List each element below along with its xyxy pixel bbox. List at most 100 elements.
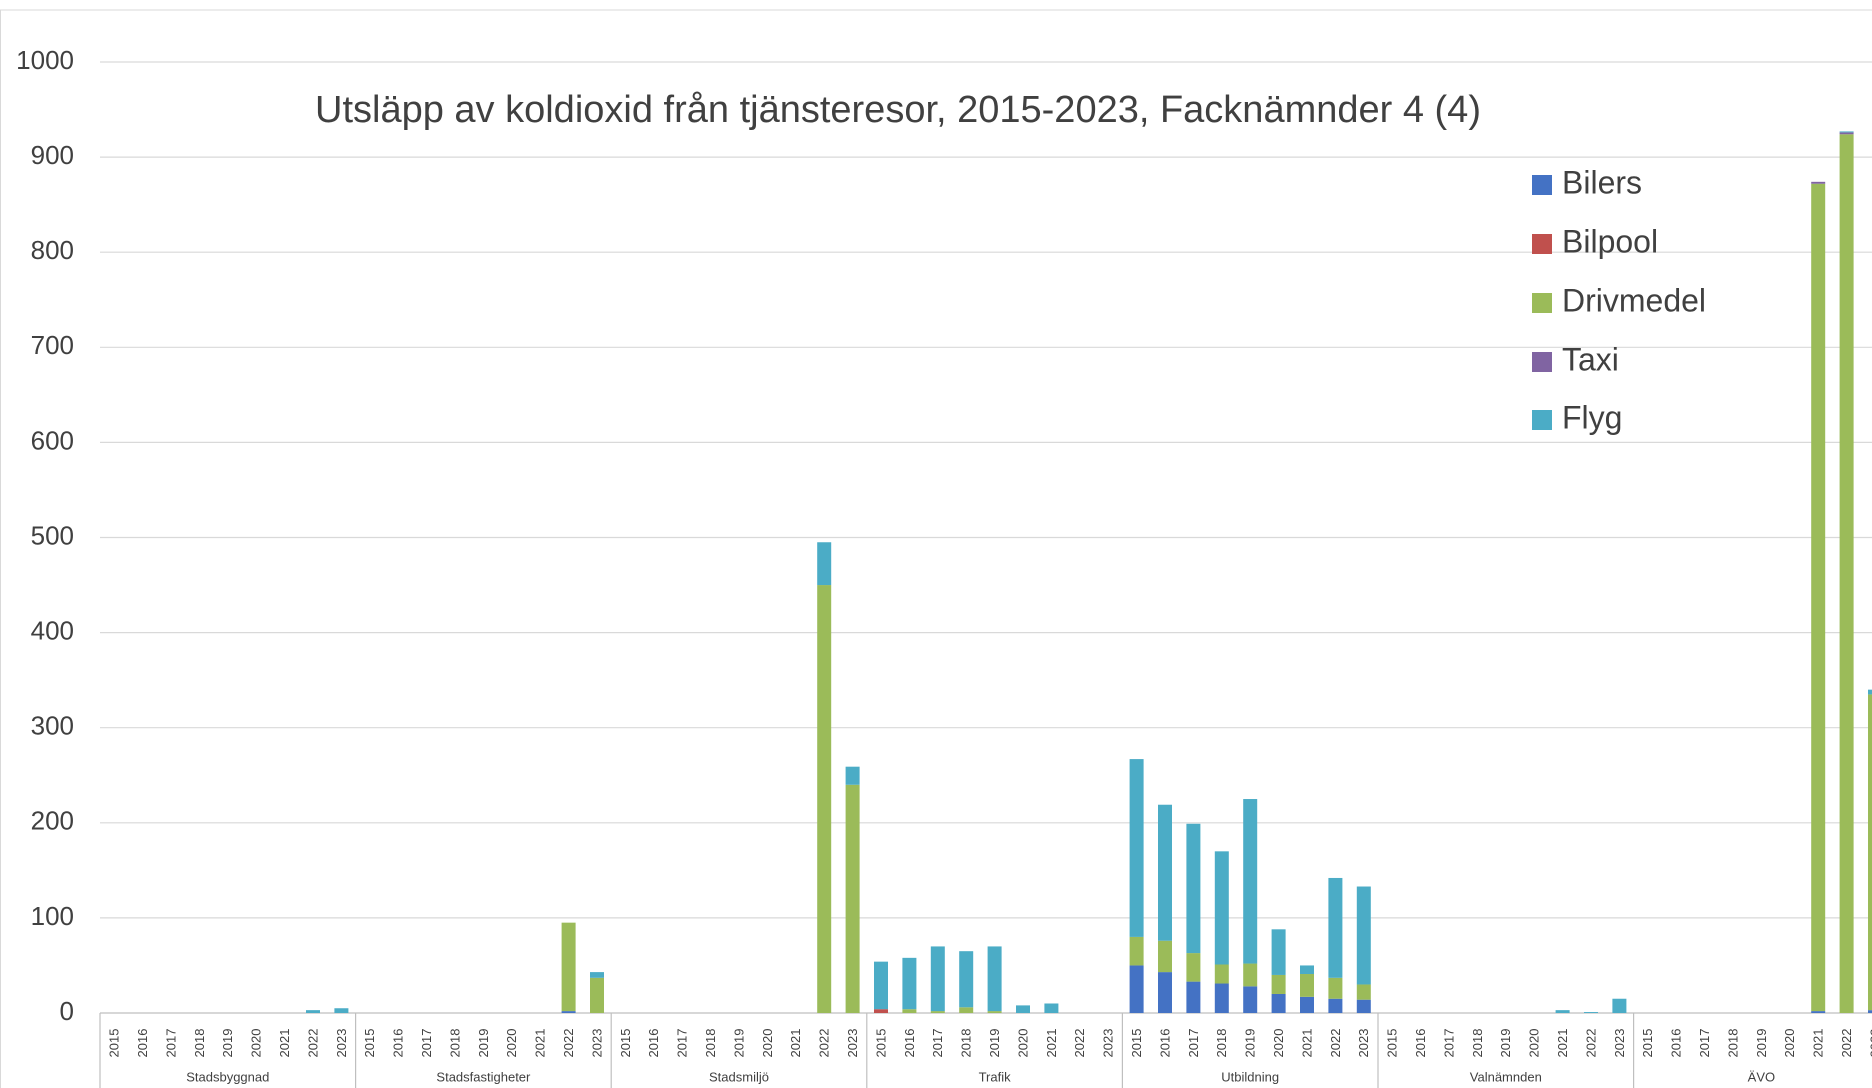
group-label: Stadsbyggnad [186,1069,269,1084]
bar-segment [1271,993,1286,1013]
x-tick-label: 2019 [731,1029,746,1058]
group-label: Trafik [979,1069,1012,1084]
x-tick-label: 2022 [1583,1029,1598,1058]
bar-segment [306,1010,320,1013]
x-tick-label: 2020 [760,1029,775,1058]
x-tick-label: 2016 [1157,1029,1172,1058]
bar-segment [930,1011,945,1013]
bar-segment [1214,983,1229,1013]
x-tick-label: 2021 [1044,1029,1059,1058]
bar-segment [817,585,832,1013]
bar-segment [1158,940,1172,973]
bar-segment [1300,965,1314,975]
bar-segment [1044,1003,1059,1013]
x-tick-label: 2019 [987,1029,1002,1058]
x-tick-label: 2020 [504,1029,519,1058]
x-tick-label: 2020 [1015,1029,1030,1058]
bar-segment [1612,998,1627,1013]
group-label: Utbildning [1221,1069,1279,1084]
bar-segment [1243,986,1258,1013]
bar-segment [1356,886,1371,985]
x-tick-label: 2015 [873,1029,888,1058]
y-tick-label: 200 [31,806,74,836]
x-tick-label: 2020 [1527,1029,1542,1058]
bar-segment [1158,972,1172,1013]
bar-segment [1016,1005,1030,1013]
x-tick-label: 2018 [959,1029,974,1058]
y-tick-label: 1000 [16,45,74,75]
legend-swatch [1532,352,1552,372]
x-tick-label: 2019 [1243,1029,1258,1058]
x-tick-label: 2019 [220,1029,235,1058]
bar-segment [1868,694,1872,1011]
bar-segment [1356,999,1371,1013]
legend-swatch [1532,234,1552,254]
x-tick-label: 2023 [1356,1029,1371,1058]
bar-segment [1328,877,1343,978]
x-tick-label: 2023 [1612,1029,1627,1058]
bar-segment [1186,981,1201,1013]
x-tick-label: 2018 [1470,1029,1485,1058]
x-tick-label: 2018 [1214,1029,1229,1058]
x-tick-label: 2017 [1441,1029,1456,1058]
x-tick-label: 2023 [334,1029,349,1058]
bar-segment [1214,851,1229,965]
bar-segment [1243,799,1258,964]
bar-segment [902,957,917,1010]
bar-segment [590,972,604,978]
y-tick-label: 800 [31,235,74,265]
x-tick-label: 2019 [1498,1029,1513,1058]
bar-segment [1839,131,1854,133]
x-tick-label: 2022 [1072,1029,1087,1058]
x-tick-label: 2016 [902,1029,917,1058]
bar-segment [1186,823,1201,954]
x-tick-label: 2021 [277,1029,292,1058]
x-tick-label: 2016 [391,1029,406,1058]
y-tick-label: 700 [31,330,74,360]
x-tick-label: 2018 [447,1029,462,1058]
legend-label: Bilpool [1562,223,1658,259]
x-tick-label: 2015 [362,1029,377,1058]
bar-segment [1300,996,1314,1013]
bar-segment [902,1009,917,1013]
bar-segment [334,1008,349,1013]
x-tick-label: 2017 [1186,1029,1201,1058]
x-tick-label: 2015 [1129,1029,1144,1058]
x-tick-label: 2018 [192,1029,207,1058]
bar-segment [1243,963,1258,987]
bar-segment [1300,974,1314,997]
legend-label: Taxi [1562,341,1619,377]
x-tick-label: 2020 [1782,1029,1797,1058]
x-tick-label: 2022 [1839,1029,1854,1058]
bar-segment [817,542,832,586]
bar-segment [1158,804,1172,941]
legend-swatch [1532,293,1552,313]
bar-segment [1214,964,1229,984]
x-tick-label: 2016 [1669,1029,1684,1058]
x-tick-label: 2021 [1811,1029,1826,1058]
bar-segment [1356,984,1371,1000]
x-tick-label: 2016 [135,1029,150,1058]
bar-segment [1839,132,1854,135]
bar-segment [930,946,945,1012]
bar-segment [874,1009,888,1013]
bar-segment [1271,974,1286,994]
bar-segment [1186,953,1201,982]
bar-segment [590,977,604,1013]
legend-label: Flyg [1562,399,1622,435]
x-tick-label: 2021 [788,1029,803,1058]
x-tick-label: 2015 [107,1029,122,1058]
x-tick-label: 2022 [817,1029,832,1058]
x-tick-label: 2015 [1385,1029,1400,1058]
group-label: Stadsmiljö [709,1069,769,1084]
x-tick-label: 2021 [1299,1029,1314,1058]
x-tick-label: 2022 [1328,1029,1343,1058]
x-tick-label: 2022 [305,1029,320,1058]
legend-swatch [1532,175,1552,195]
bar-segment [1868,1010,1872,1013]
x-tick-label: 2021 [533,1029,548,1058]
bar-segment [1811,183,1826,1012]
x-tick-label: 2018 [1725,1029,1740,1058]
bar-segment [845,766,860,785]
legend-swatch [1532,410,1552,430]
